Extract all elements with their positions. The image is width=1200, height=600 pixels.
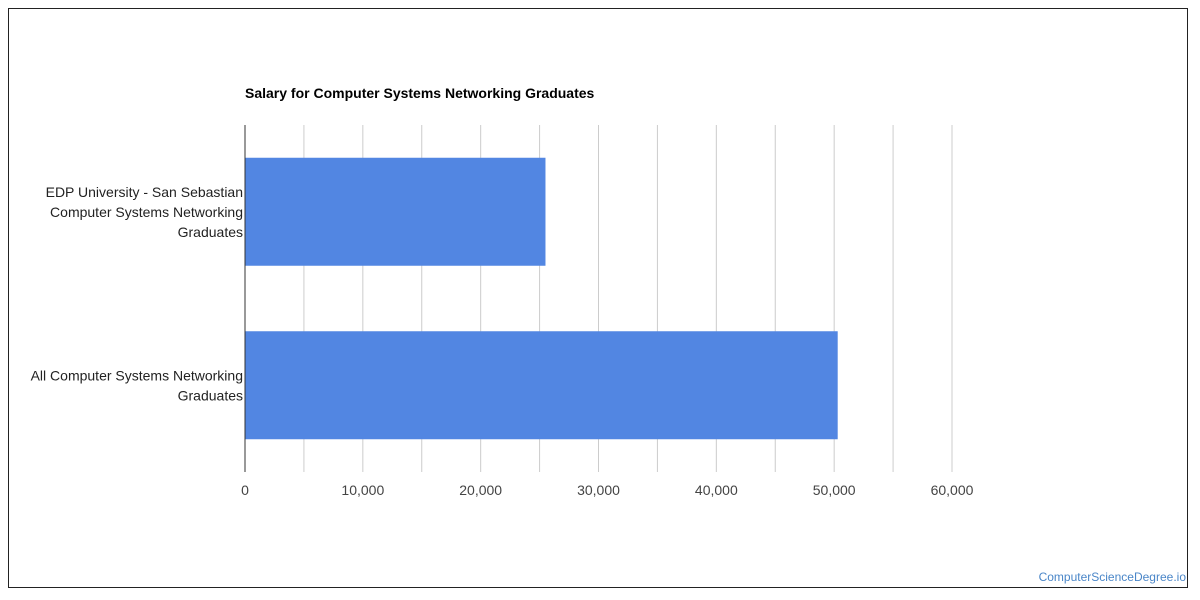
chart-title: Salary for Computer Systems Networking G… [245, 85, 595, 101]
x-tick-label: 10,000 [341, 482, 384, 498]
category-label: All Computer Systems Networking Graduates [31, 367, 243, 403]
x-tick-label: 60,000 [931, 482, 974, 498]
bar [245, 331, 838, 440]
x-tick-label: 30,000 [577, 482, 620, 498]
watermark-link[interactable]: ComputerScienceDegree.io [1038, 570, 1186, 584]
bar [245, 157, 546, 266]
x-tick-label: 20,000 [459, 482, 502, 498]
chart-frame [8, 8, 1188, 588]
category-label: EDP University - San Sebastian Computer S… [46, 184, 243, 240]
x-tick-label: 40,000 [695, 482, 738, 498]
x-tick-label: 0 [241, 482, 249, 498]
x-tick-label: 50,000 [813, 482, 856, 498]
